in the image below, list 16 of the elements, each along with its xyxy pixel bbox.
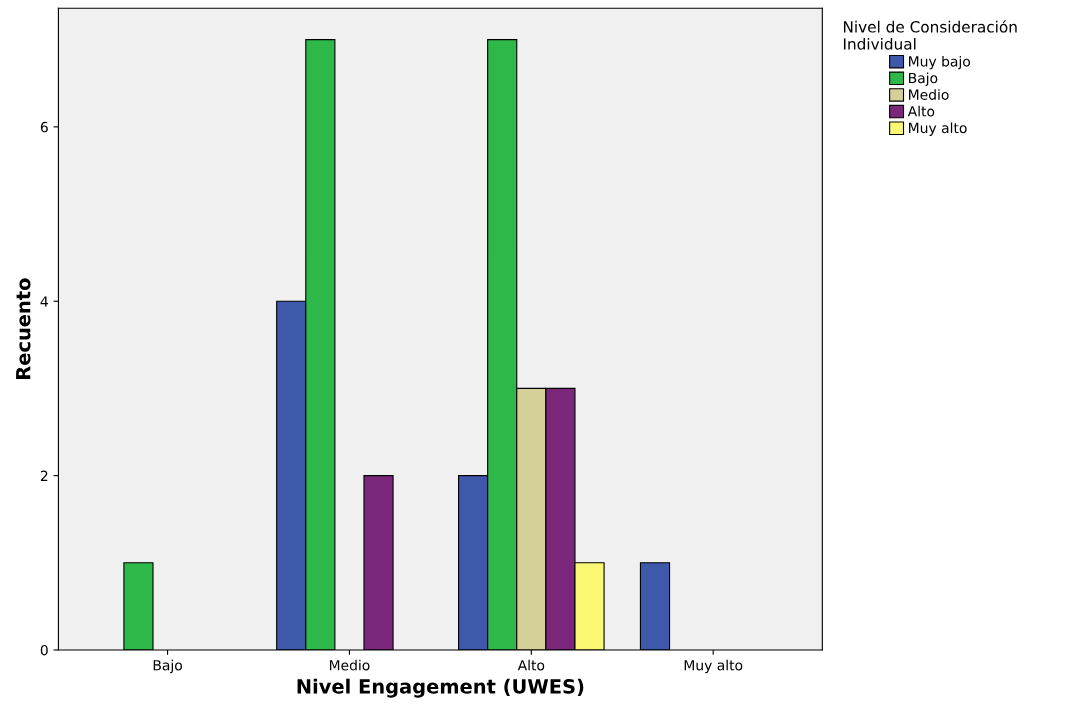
x-tick-label: Muy alto	[684, 659, 743, 674]
legend-label: Muy alto	[909, 122, 967, 136]
y-tick-label: 2	[40, 470, 48, 481]
legend-label: Alto	[907, 105, 935, 117]
legend-title: Nivel de Consideración Individual	[843, 20, 1017, 50]
y-axis-title: Recuento	[16, 278, 31, 379]
x-tick-label: Medio	[329, 659, 370, 671]
x-tick-label: Alto	[517, 659, 545, 671]
y-tick-label: 4	[40, 296, 48, 307]
legend-label: Muy bajo	[909, 55, 971, 70]
legend-label: Medio	[909, 89, 949, 100]
x-tick-label: Bajo	[153, 659, 182, 674]
y-tick-label: 6	[40, 121, 48, 133]
y-tick-label: 0	[40, 644, 48, 656]
x-axis-title: Nivel Engagement (UWES)	[297, 678, 584, 698]
legend-label: Bajo	[909, 72, 938, 86]
